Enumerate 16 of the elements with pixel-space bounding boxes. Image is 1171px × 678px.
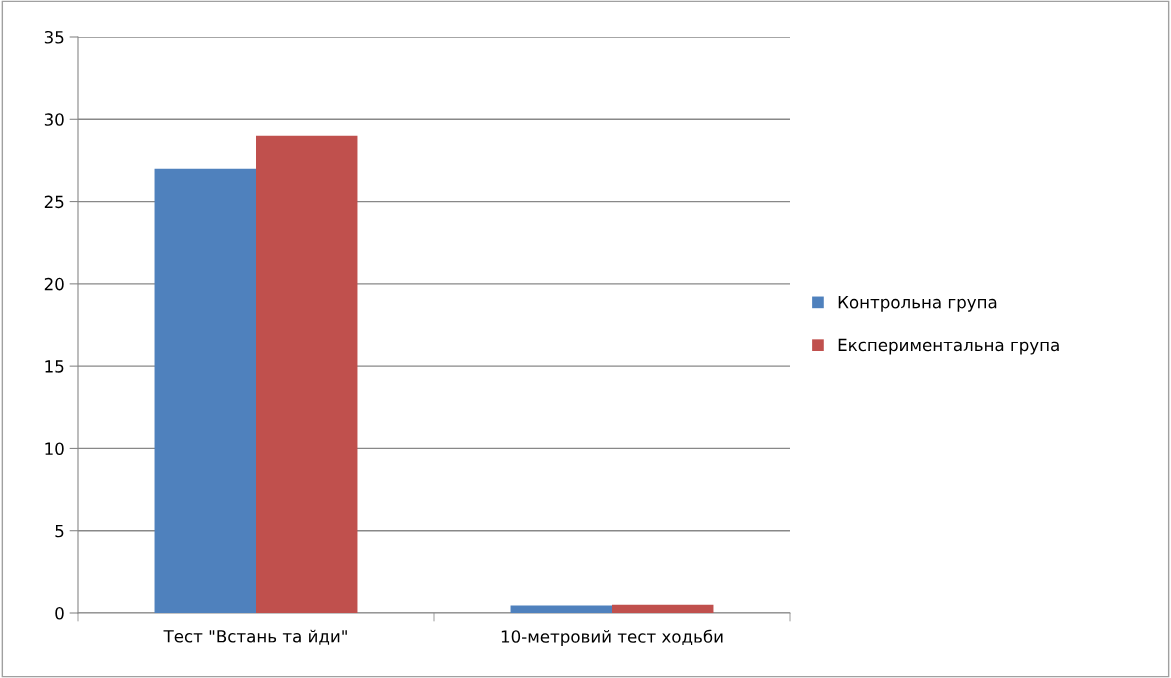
y-tick-label: 0 [55, 606, 64, 620]
y-tick-label: 10 [45, 442, 64, 455]
y-tick-label: 5 [55, 524, 64, 538]
y-tick-label: 35 [44, 30, 64, 44]
bar [510, 605, 612, 613]
x-tick-label: 10-метровий тест ходьби [501, 629, 723, 647]
bar [256, 135, 358, 613]
x-tick-label: Тест "Встань та йди" [163, 629, 347, 645]
legend-label: Контрольна група [838, 296, 997, 312]
bar [154, 168, 256, 613]
y-tick-label: 15 [45, 360, 64, 373]
y-tick-label: 25 [44, 195, 64, 209]
bar [612, 604, 714, 613]
legend-label: Експериментальна група [838, 338, 1059, 355]
y-tick-label: 20 [44, 277, 64, 291]
y-tick-label: 30 [44, 113, 64, 126]
